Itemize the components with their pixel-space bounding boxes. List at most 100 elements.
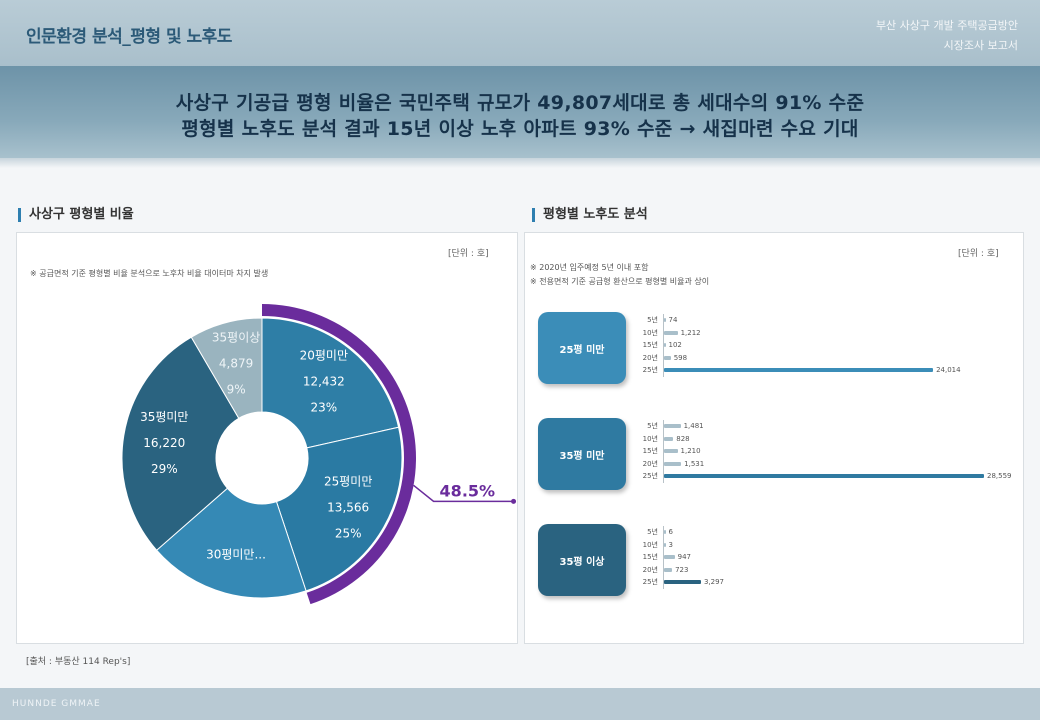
bar-fill <box>664 542 666 547</box>
donut-slice-5-label: 35평이상 <box>212 330 260 344</box>
donut-arcs <box>121 304 517 605</box>
source-note: [출처 : 부동산 114 Rep's] <box>26 657 131 667</box>
bar-track: 1,210 <box>664 445 1004 457</box>
donut-slice-1-value: 12,432 <box>303 375 345 389</box>
bar-row-label: 10년 <box>642 540 658 549</box>
bar-row-label: 20년 <box>642 565 658 574</box>
donut-slice-2-percent: 25% <box>335 527 362 541</box>
bar-track: 74 <box>664 314 1004 326</box>
bar-fill <box>664 567 673 572</box>
bar-track: 1,212 <box>664 327 1004 339</box>
bar-fill <box>664 580 701 584</box>
footer-bar <box>0 688 1040 720</box>
headline-banner <box>0 66 1040 158</box>
donut-slice-2 <box>275 426 403 592</box>
bar-row-label: 20년 <box>642 459 658 468</box>
bar-row-label: 25년 <box>642 366 658 374</box>
age-group-box-3: 35평 이상 <box>538 524 626 596</box>
bar-value-label: 28,559 <box>987 472 1012 480</box>
bar-track: 723 <box>664 564 1004 576</box>
headline-line-2: 평형별 노후도 분석 결과 15년 이상 노후 아파트 93% 수준 → 새집마… <box>181 118 859 140</box>
document-label: 부산 사상구 개발 주택공급방안 시장조사 보고서 <box>778 16 1018 56</box>
bar-track: 598 <box>664 352 1004 364</box>
age-group-axis-3 <box>663 526 664 589</box>
bar-row-label: 20년 <box>642 353 658 362</box>
bar-value-label: 24,014 <box>936 366 961 374</box>
bar-row-label: 25년 <box>642 472 658 480</box>
bar-row-label: 15년 <box>642 553 658 561</box>
donut-slice-4 <box>121 336 240 551</box>
bar-fill <box>664 461 682 466</box>
right-note-1: ※ 2020년 입주예정 5년 이내 포함 <box>530 263 649 272</box>
bar-value-label: 3 <box>668 540 673 549</box>
bar-fill <box>664 318 666 322</box>
bar-track: 24,014 <box>664 364 1004 376</box>
bar-value-label: 74 <box>668 316 678 324</box>
bar-row-label: 5년 <box>647 528 658 536</box>
age-group-box-2: 35평 미만 <box>538 418 626 490</box>
bar-fill <box>664 424 681 428</box>
bar-fill <box>664 355 671 360</box>
bar-fill <box>664 436 674 441</box>
headline-line-1: 사상구 기공급 평형 비율은 국민주택 규모가 49,807세대로 총 세대수의… <box>175 92 865 114</box>
bar-track: 3 <box>664 539 1004 551</box>
age-group-axis-1 <box>663 314 664 377</box>
page-title: 인문환경 분석_평형 및 노후도 <box>26 27 232 47</box>
bar-row-label: 5년 <box>647 316 658 324</box>
bar-value-label: 1,210 <box>680 447 701 455</box>
donut-slice-1 <box>261 317 400 449</box>
left-note: ※ 공급면적 기준 평형별 비율 분석으로 노후차 비율 대이터마 차지 발생 <box>30 269 269 278</box>
donut-labels: 20평미만 12,432 23% 25평미만 13,566 25% 30평미만... 35평미… <box>140 330 495 561</box>
bar-row-label: 25년 <box>642 578 658 586</box>
donut-slice-5-value: 4,879 <box>219 356 253 370</box>
donut-slice-3 <box>155 487 307 599</box>
left-unit-label: [단위 : 호] <box>448 249 489 259</box>
bar-value-label: 3,297 <box>703 578 724 586</box>
donut-slice-1-label: 20평미만 <box>300 349 348 363</box>
footer-brand: HUNNDE GMMAE <box>12 699 101 709</box>
age-group-axis-2 <box>663 420 664 483</box>
bar-track: 6 <box>664 526 1004 538</box>
bar-fill <box>664 530 666 534</box>
bar-row-label: 15년 <box>642 447 658 455</box>
age-group-box-1: 25평 미만 <box>538 312 626 384</box>
donut-slice-5-percent: 9% <box>227 382 246 396</box>
donut-chart: 20평미만 12,432 23% 25평미만 13,566 25% 30평미만... 35평미… <box>121 304 517 605</box>
bar-row-label: 15년 <box>642 341 658 349</box>
document-label-line-1: 부산 사상구 개발 주택공급방안 <box>875 19 1018 32</box>
bar-value-label: 723 <box>675 565 689 574</box>
donut-slice-1-percent: 23% <box>310 401 337 415</box>
donut-slice-2-value: 13,566 <box>327 501 369 515</box>
bar-row-label: 10년 <box>642 328 658 337</box>
bar-value-label: 1,481 <box>683 422 704 430</box>
left-section-title: 사상구 평형별 비율 <box>18 208 134 222</box>
right-unit-label: [단위 : 호] <box>958 249 999 259</box>
bar-value-label: 598 <box>673 353 688 362</box>
donut-slice-4-value: 16,220 <box>143 436 185 450</box>
bar-value-label: 947 <box>677 553 691 561</box>
bar-row-label: 5년 <box>647 422 658 430</box>
bar-fill <box>664 474 984 478</box>
bar-track: 1,531 <box>664 458 1004 470</box>
donut-slice-5 <box>190 317 263 419</box>
bar-fill <box>664 555 675 559</box>
bar-fill <box>664 330 678 335</box>
highlight-percent-label: 48.5% <box>440 481 496 500</box>
document-label-line-2: 시장조사 보고서 <box>943 39 1018 52</box>
donut-slice-4-percent: 29% <box>151 462 178 476</box>
bar-track: 3,297 <box>664 576 1004 588</box>
bar-track: 947 <box>664 551 1004 563</box>
bar-fill <box>664 368 934 372</box>
bar-value-label: 1,212 <box>680 328 701 337</box>
top-bar <box>0 0 1040 66</box>
right-note-2: ※ 전용면적 기준 공급형 환산으로 평형별 비율과 상이 <box>530 277 710 286</box>
bar-track: 828 <box>664 433 1004 445</box>
highlight-leader-line <box>413 484 514 503</box>
bar-fill <box>664 449 678 453</box>
donut-slice-2-label: 25평미만 <box>324 475 372 489</box>
highlight-leader-dot <box>511 498 517 504</box>
bar-row-label: 10년 <box>642 434 658 443</box>
donut-slice-4-label: 35평미만 <box>140 410 188 424</box>
bar-track: 28,559 <box>664 470 1012 482</box>
right-section-title: 평형별 노후도 분석 <box>532 208 648 222</box>
